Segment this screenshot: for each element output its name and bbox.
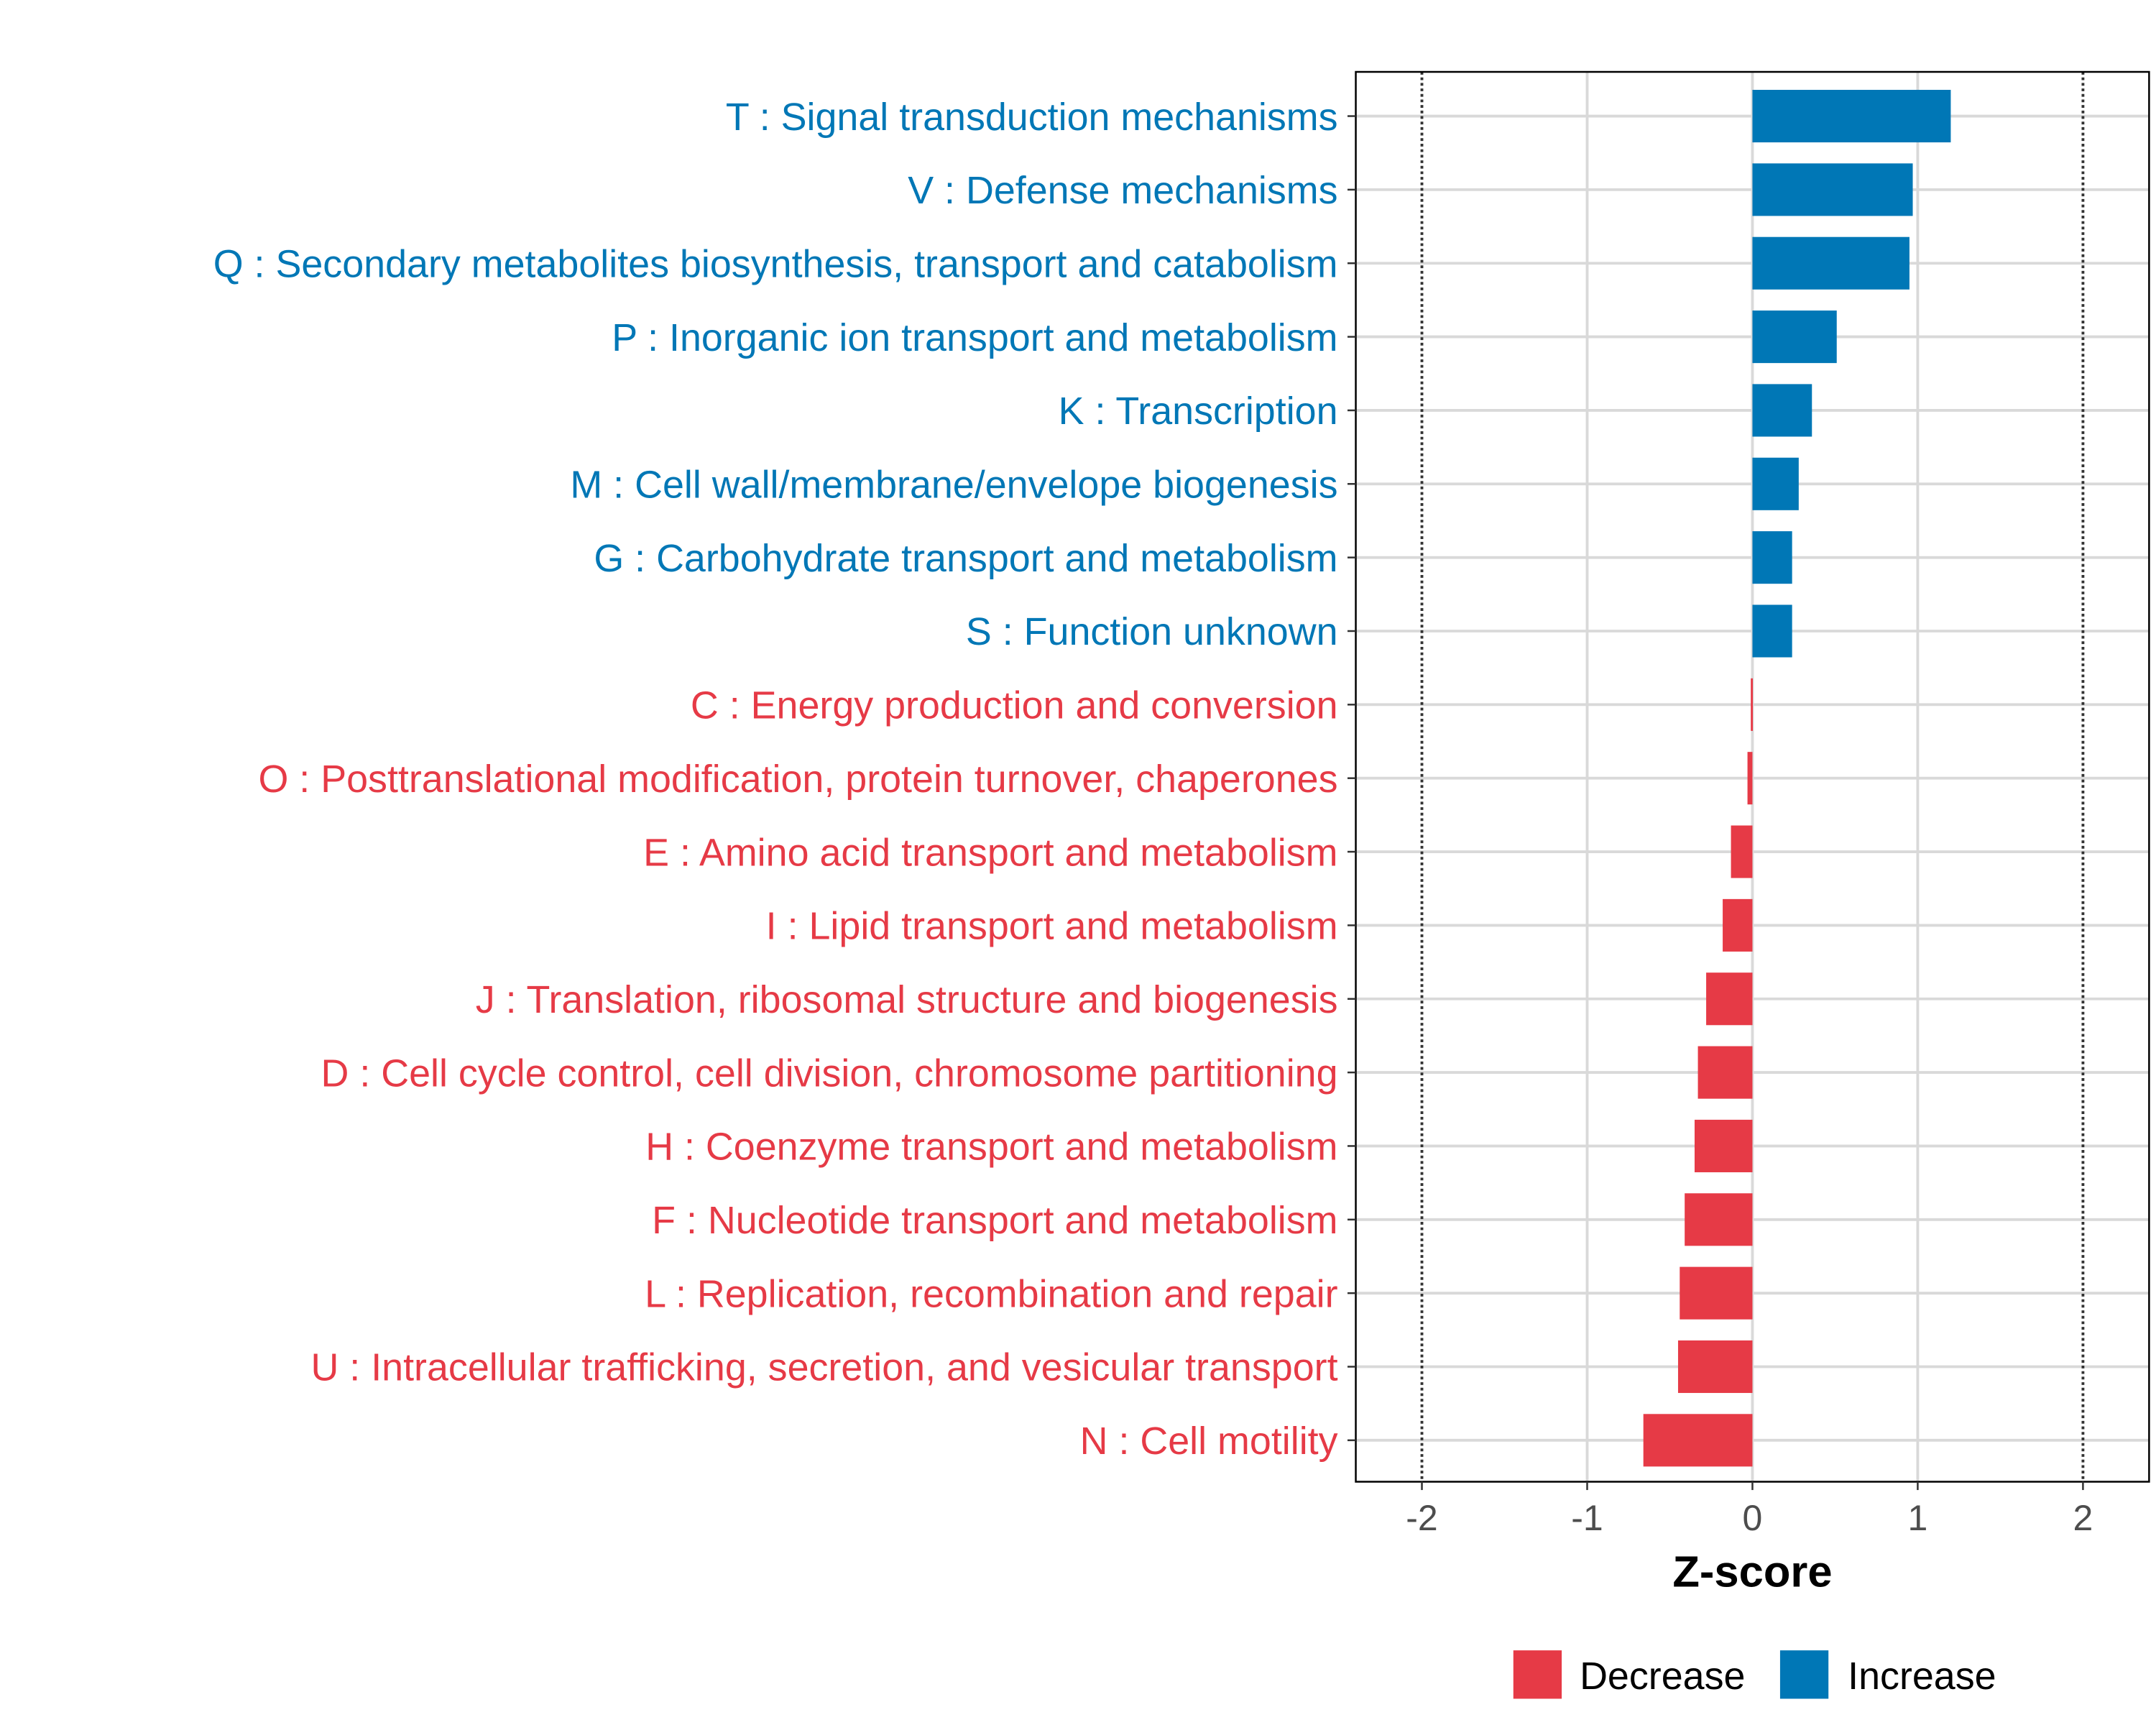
- bar: [1677, 1340, 1753, 1394]
- y-tick-label: L : Replication, recombination and repai…: [645, 1272, 1338, 1315]
- x-tick-label: 0: [1743, 1498, 1763, 1538]
- y-tick-label: O : Posttranslational modification, prot…: [258, 758, 1337, 801]
- bar: [1694, 1119, 1753, 1172]
- bar: [1752, 310, 1837, 364]
- bar: [1752, 604, 1792, 658]
- x-axis-title: Z-score: [1672, 1547, 1832, 1597]
- bar: [1685, 1193, 1753, 1246]
- bar: [1752, 90, 1951, 143]
- y-tick-label: K : Transcription: [1059, 390, 1338, 433]
- y-tick-label: I : Lipid transport and metabolism: [766, 905, 1338, 948]
- y-tick-label: E : Amino acid transport and metabolism: [643, 831, 1337, 874]
- bars: [1643, 90, 1951, 1467]
- bar: [1697, 1046, 1753, 1099]
- y-tick-label: G : Carbohydrate transport and metabolis…: [594, 537, 1337, 580]
- y-tick-label: J : Translation, ribosomal structure and…: [476, 978, 1338, 1021]
- bar: [1752, 384, 1812, 437]
- bar: [1752, 163, 1913, 216]
- bar: [1731, 825, 1753, 878]
- y-tick-label: F : Nucleotide transport and metabolism: [652, 1199, 1337, 1242]
- bar: [1752, 457, 1799, 510]
- y-axis-labels: T : Signal transduction mechanisms V : De…: [213, 96, 1356, 1463]
- x-tick-label: -1: [1571, 1498, 1603, 1538]
- bar: [1706, 972, 1753, 1026]
- x-tick-label: 1: [1908, 1498, 1928, 1538]
- bar: [1723, 898, 1753, 952]
- x-tick-label: 2: [2073, 1498, 2093, 1538]
- y-tick-label: T : Signal transduction mechanisms: [726, 96, 1338, 139]
- y-tick-label: H : Coenzyme transport and metabolism: [645, 1126, 1337, 1169]
- y-tick-label: P : Inorganic ion transport and metaboli…: [612, 316, 1337, 359]
- x-axis-ticks: -2 -1 0 1 2: [1406, 1481, 2093, 1538]
- legend-swatch-increase: [1779, 1650, 1829, 1699]
- bar: [1751, 678, 1754, 731]
- bar: [1643, 1414, 1753, 1467]
- legend-label-increase: Increase: [1848, 1655, 1996, 1698]
- y-tick-label: M : Cell wall/membrane/envelope biogenes…: [570, 464, 1337, 507]
- y-tick-label: Q : Secondary metabolites biosynthesis, …: [213, 242, 1338, 285]
- legend-label-decrease: Decrease: [1580, 1655, 1745, 1698]
- y-tick-label: V : Defense mechanisms: [908, 169, 1337, 212]
- y-tick-label: D : Cell cycle control, cell division, c…: [321, 1052, 1337, 1095]
- y-tick-label: C : Energy production and conversion: [691, 684, 1338, 727]
- bar: [1752, 531, 1792, 584]
- bar: [1747, 752, 1753, 805]
- y-tick-label: U : Intracellular trafficking, secretion…: [310, 1346, 1337, 1389]
- y-tick-label: N : Cell motility: [1080, 1420, 1338, 1463]
- bar: [1752, 236, 1909, 290]
- x-tick-label: -2: [1406, 1498, 1437, 1538]
- y-tick-label: S : Function unknown: [966, 610, 1338, 653]
- bar: [1680, 1266, 1753, 1320]
- legend-swatch-decrease: [1513, 1650, 1562, 1699]
- legend: Decrease Increase: [1513, 1650, 1996, 1699]
